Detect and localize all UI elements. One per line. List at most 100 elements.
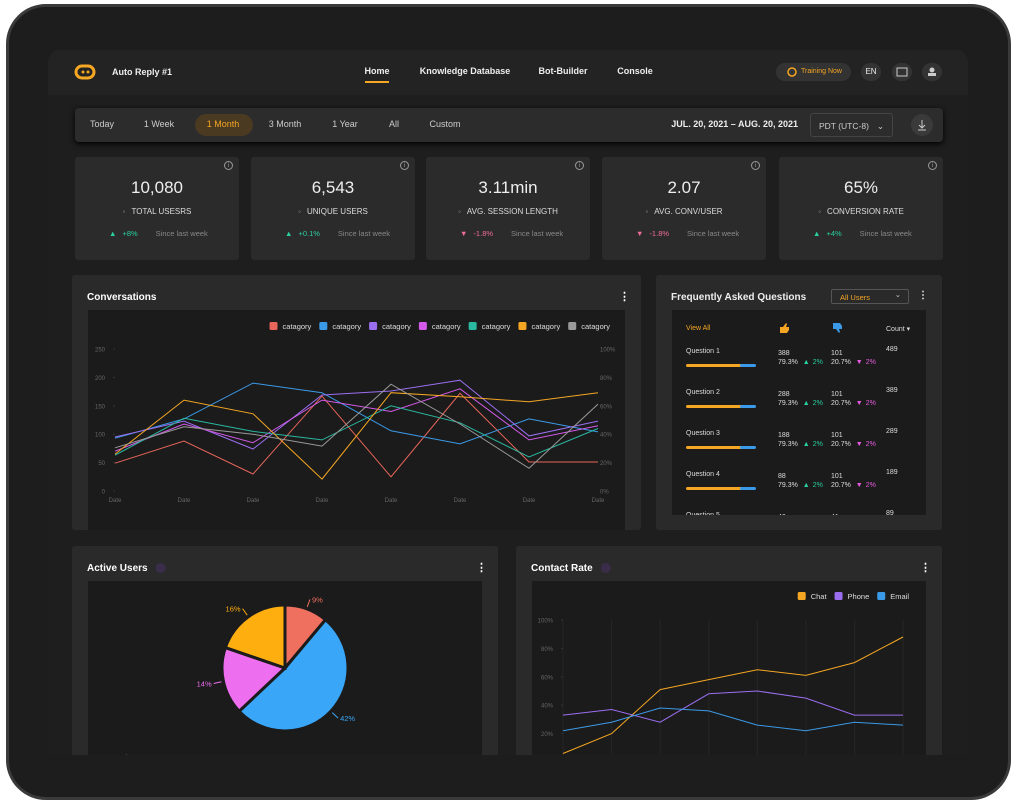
filter-bar: JUL. 20, 2021 – AUG. 20, 2021 PDT (UTC-8… — [75, 108, 943, 142]
info-icon: i — [575, 161, 584, 170]
no-change: 2% — [865, 482, 876, 489]
range-option[interactable]: 1 Week — [143, 119, 175, 129]
kpi-card: i 2.07 ◦ AVG. CONV/USER ▼ -1.8% Since last wee… — [602, 157, 766, 260]
timezone-label: PDT (UTC-8) — [819, 121, 869, 131]
user-button[interactable] — [922, 63, 942, 81]
plot-background — [532, 581, 926, 755]
info-icon: i — [928, 161, 937, 170]
kpi-label: TOTAL USESRS — [131, 207, 192, 216]
trend-arrow: ▲ — [285, 229, 293, 238]
training-button[interactable]: Training Now — [776, 63, 851, 81]
kpi-label-row: ◦ UNIQUE USERS — [251, 207, 415, 216]
question[interactable]: Question 4 — [686, 471, 720, 478]
kpi-value: 2.07 — [667, 178, 701, 197]
count-header: Count ▾ — [886, 326, 911, 333]
conversations-panel: Conversations ⋮ 0 50 100 150 200 250 0% 20% 40% 60%… — [72, 275, 641, 530]
kpi-change: +8% — [122, 229, 138, 238]
range-option[interactable]: Custom — [429, 119, 461, 129]
yes-change: 2% — [812, 400, 823, 407]
yes-stats: 79.3% ▲ 2% — [778, 359, 823, 366]
yes-change: 2% — [812, 359, 823, 366]
question[interactable]: Question 1 — [686, 348, 720, 355]
yes-stats: 79.3% ▲ 2% — [778, 400, 823, 407]
kpi-icon: ◦ — [298, 207, 301, 216]
tick-label: 40% — [541, 704, 554, 710]
nav-item[interactable]: Bot-Builder — [538, 66, 588, 76]
legend-label: catagory — [581, 322, 610, 331]
chat-icon — [896, 67, 908, 77]
chevron: ⌄ — [894, 290, 901, 299]
chart: Conversations ⋮ 0 50 100 150 200 250 0% 20% 40% 60%… — [87, 291, 630, 530]
range-option[interactable]: Today — [89, 119, 115, 129]
info-icon: i — [224, 161, 233, 170]
answer-bar-yes — [686, 487, 742, 490]
answer-bar-yes — [686, 364, 742, 367]
question[interactable]: Question 2 — [686, 389, 720, 396]
series-line — [114, 392, 599, 480]
tick-label: 20% — [600, 461, 613, 467]
legend-label: catagory — [283, 322, 312, 331]
x-tick-label: Date — [247, 498, 260, 504]
answer-bar-no — [740, 446, 756, 449]
no-count: 101 — [831, 350, 843, 357]
language-button[interactable]: EN — [861, 63, 881, 81]
kpi-note: Since last week — [859, 229, 912, 238]
nav-item[interactable]: Knowledge Database — [419, 66, 511, 76]
legend-swatch — [834, 592, 843, 600]
app-name: Auto Reply #1 — [112, 67, 173, 77]
nav-item[interactable]: Home — [364, 66, 390, 76]
kpi-icon: ◦ — [818, 207, 822, 216]
kpi-value: 10,080 — [131, 178, 183, 197]
series-line — [114, 388, 599, 452]
x-tick-label: Date — [523, 498, 536, 504]
menu-dots[interactable]: ⋮ — [918, 290, 928, 301]
nav-item[interactable]: Console — [617, 66, 653, 76]
range-option[interactable]: 1 Year — [332, 119, 358, 129]
title-badge — [600, 563, 611, 573]
kpi-label-row: ◦ TOTAL USESRS — [75, 207, 239, 216]
trend-arrow: ▼ — [853, 482, 863, 489]
series-line — [562, 636, 904, 754]
faq-filter[interactable]: All Users ⌄ — [831, 289, 909, 304]
tick-label: 0% — [600, 490, 609, 496]
legend-swatch — [319, 322, 328, 330]
kpi-label-row: ◦ AVG. CONV/USER — [602, 207, 766, 216]
answer-bar-yes — [686, 446, 742, 449]
legend-label: catagory — [482, 322, 511, 331]
menu-dots: ⋮ — [920, 562, 931, 574]
total-count: 389 — [886, 387, 898, 394]
kpi-card: i 3.11min ◦ AVG. SESSION LENGTH ▼ -1.8% Since … — [426, 157, 590, 260]
kpi-value: 3.11min — [478, 178, 538, 197]
range-option[interactable]: 3 Month — [268, 119, 302, 129]
trend-arrow: ▲ — [800, 482, 810, 489]
question[interactable]: Question 3 — [686, 430, 720, 437]
tab-label: Total Users — [111, 753, 149, 755]
tick-label: 100% — [538, 619, 554, 625]
legend-label: catagory — [382, 322, 411, 331]
tab-label: Users — [328, 753, 348, 755]
legend-swatch — [468, 322, 477, 330]
range-option[interactable]: 1 Month — [206, 119, 240, 129]
yes-pct: 79.3% — [778, 359, 798, 366]
tick-label: 100% — [600, 348, 616, 354]
x-tick-label: Date — [454, 498, 467, 504]
download-button[interactable] — [911, 114, 933, 136]
tab-label: CV Users — [182, 753, 214, 755]
timezone-select[interactable]: PDT (UTC-8) ⌄ — [810, 113, 893, 137]
question[interactable]: Question 5 — [686, 512, 720, 515]
x-tick-label: Date — [178, 498, 191, 504]
chat-button[interactable] — [892, 63, 912, 81]
kpi-label-row: ◦ AVG. SESSION LENGTH — [426, 207, 590, 216]
count-header-label: Count — [886, 326, 905, 333]
trend-arrow: ▲ — [800, 400, 810, 407]
thumbs-up-icon — [780, 323, 789, 333]
contact-rate-panel: Contact Rate ⋮ 20% 40% 60% 80% 100% Email Phone C… — [516, 546, 942, 755]
range-option[interactable]: All — [388, 119, 400, 129]
no-count: 41 — [831, 514, 839, 515]
kpi-change: +4% — [826, 229, 842, 238]
view-all[interactable]: View All — [686, 325, 711, 332]
trend-arrow: ▲ — [800, 441, 810, 448]
yes-stats: 79.3% ▲ 2% — [778, 441, 823, 448]
info-icon: i — [751, 161, 760, 170]
